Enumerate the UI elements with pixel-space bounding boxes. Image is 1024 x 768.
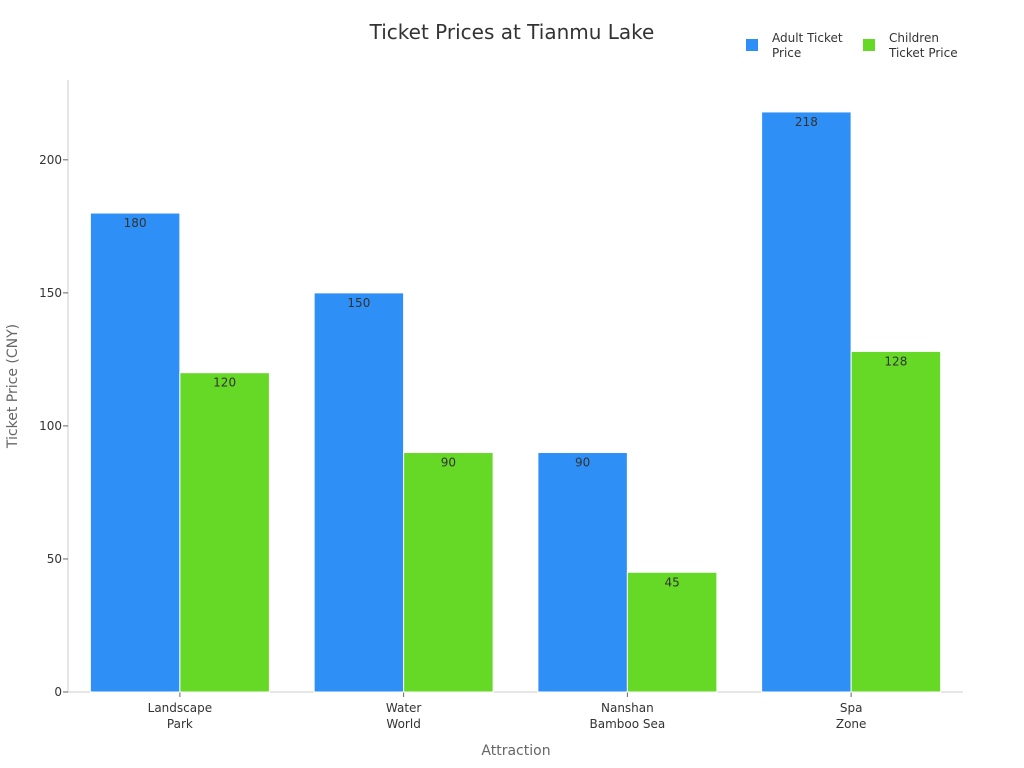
chart-title: Ticket Prices at Tianmu Lake <box>369 20 655 44</box>
data-label: 128 <box>884 354 907 368</box>
y-tick-label: 150 <box>39 286 62 300</box>
data-label: 90 <box>441 456 456 470</box>
bars-group <box>89 111 942 693</box>
bar-children-2 <box>626 571 718 693</box>
x-tick-label-line: Spa <box>840 701 863 715</box>
data-label: 120 <box>213 376 236 390</box>
bar-adult-2 <box>537 452 628 693</box>
bar-children-1 <box>403 452 494 693</box>
legend-label: Children Ticket Price <box>888 31 958 60</box>
x-tick-label-line: Park <box>167 717 193 731</box>
data-label: 180 <box>124 216 147 230</box>
bar-adult-3 <box>761 111 852 693</box>
data-label: 45 <box>664 575 679 589</box>
x-axis-title: Attraction <box>481 743 550 759</box>
x-tick-label: Spa Zone <box>836 701 867 731</box>
y-tick-label: 50 <box>47 552 62 566</box>
x-tick-label-line: Zone <box>836 717 867 731</box>
data-label: 150 <box>347 296 370 310</box>
x-tick-label-line: Nanshan <box>601 701 654 715</box>
data-label: 218 <box>795 115 818 129</box>
legend-label-line: Adult Ticket <box>772 31 843 45</box>
legend: Adult Ticket Price Children Ticket Price <box>746 31 958 60</box>
legend-swatch <box>863 39 875 51</box>
legend-label-line: Children <box>889 31 939 45</box>
x-tick-label-line: Bamboo Sea <box>590 717 666 731</box>
x-tick-label-line: Water <box>386 701 422 715</box>
x-tick-label-line: World <box>386 717 420 731</box>
x-tick-label: Water World <box>386 701 422 731</box>
y-tick-label: 0 <box>54 685 62 699</box>
legend-label-line: Price <box>772 46 801 60</box>
bar-children-3 <box>850 350 942 693</box>
x-tick-label: Landscape Park <box>148 701 212 731</box>
x-axis: Landscape Park Water World Nanshan Bamboo Sea… <box>68 691 963 731</box>
legend-label: Adult Ticket Price <box>772 31 843 60</box>
x-tick-label: Nanshan Bamboo Sea <box>590 701 666 731</box>
bar-children-0 <box>179 372 270 693</box>
data-label: 90 <box>575 456 590 470</box>
y-tick-label: 100 <box>39 419 62 433</box>
x-tick-label-line: Landscape <box>148 701 212 715</box>
y-axis-title: Ticket Price (CNY) <box>5 324 21 449</box>
y-tick-label: 200 <box>39 153 62 167</box>
data-labels-group: 180 120 150 90 90 45 218 128 <box>124 115 908 589</box>
y-axis: 0 50 100 150 200 <box>39 80 69 699</box>
bar-adult-0 <box>89 212 181 693</box>
legend-label-line: Ticket Price <box>888 46 958 60</box>
legend-swatch <box>746 39 758 51</box>
bar-adult-1 <box>313 292 405 693</box>
